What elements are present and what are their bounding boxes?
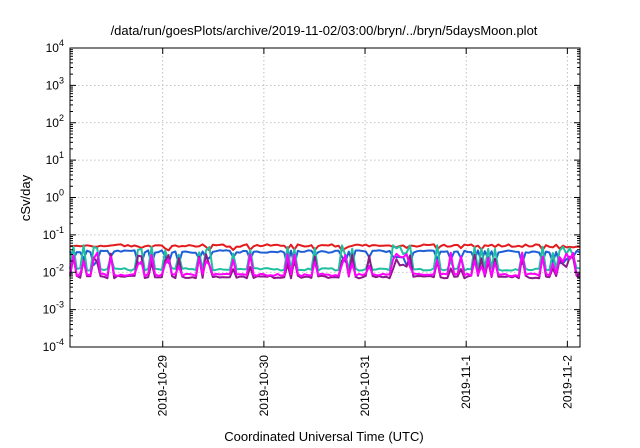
- x-tick-label: 2019-10-31: [358, 355, 372, 417]
- axis-ticks: 10-4 10-3 10-2 10-1 100 101 102 103 104 2019-10-2…: [43, 38, 580, 416]
- series-line: [69, 249, 581, 267]
- plot-area: 10-4 10-3 10-2 10-1 100 101 102 103 104 2019-10-2…: [43, 38, 581, 416]
- x-tick-label: 2019-10-29: [156, 355, 170, 417]
- y-tick-label: 103: [46, 75, 64, 92]
- series-line: [69, 252, 581, 280]
- chart-title: /data/run/goesPlots/archive/2019-11-02/0…: [111, 23, 538, 38]
- y-tick-label: 10-2: [43, 262, 64, 279]
- y-tick-label: 102: [46, 113, 64, 130]
- x-tick-label: 2019-11-2: [560, 355, 574, 409]
- x-axis-label: Coordinated Universal Time (UTC): [224, 429, 423, 444]
- x-tick-label: 2019-10-30: [257, 355, 271, 417]
- y-tick-label: 104: [46, 38, 64, 55]
- y-tick-label: 10-4: [43, 337, 64, 354]
- y-tick-label: 100: [46, 188, 64, 205]
- y-axis-label: cSv/day: [18, 174, 33, 221]
- series-line: [69, 244, 581, 272]
- series-line: [69, 251, 581, 278]
- series-line: [69, 243, 581, 252]
- y-tick-label: 101: [46, 150, 64, 167]
- x-tick-label: 2019-11-1: [459, 355, 473, 409]
- y-tick-label: 10-3: [43, 300, 64, 317]
- y-tick-label: 10-1: [43, 225, 64, 242]
- series-lines: [69, 243, 581, 280]
- grid-lines: [70, 48, 580, 347]
